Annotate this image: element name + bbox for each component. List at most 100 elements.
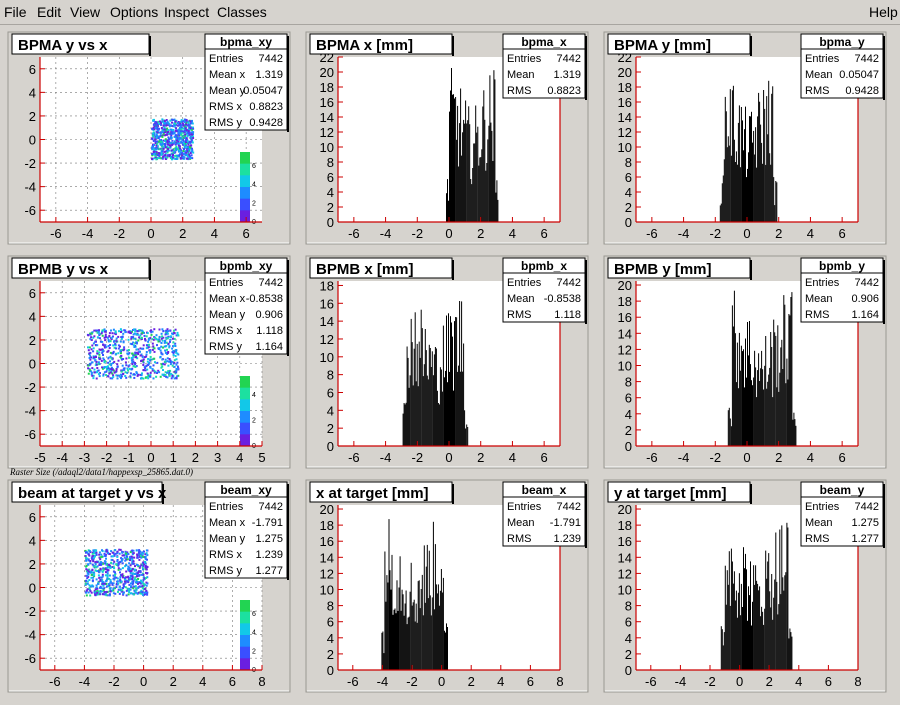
histogram-bar xyxy=(744,387,745,446)
heatmap-cell xyxy=(111,352,113,355)
histogram-bar xyxy=(787,527,789,670)
heatmap-cell xyxy=(160,152,163,155)
heatmap-cell xyxy=(135,332,138,335)
heatmap-cell xyxy=(149,371,152,374)
heatmap-cell xyxy=(175,134,178,137)
heatmap-cell xyxy=(178,150,180,153)
y-tick-label: 12 xyxy=(618,342,632,357)
palette-tick-label: 2 xyxy=(252,200,256,207)
heatmap-cell xyxy=(191,133,194,136)
heatmap-cell xyxy=(127,569,130,572)
heatmap-cell xyxy=(160,332,163,335)
heatmap-cell xyxy=(107,563,110,566)
histogram-bar xyxy=(424,602,426,670)
heatmap-cell xyxy=(145,355,148,358)
menu-file[interactable]: File xyxy=(4,4,27,20)
heatmap-cell xyxy=(117,562,120,565)
heatmap-cell xyxy=(89,560,92,562)
y-tick-label: -4 xyxy=(24,628,36,643)
heatmap-cell xyxy=(114,330,117,333)
heatmap-cell xyxy=(89,338,92,341)
y-tick-label: 0 xyxy=(29,357,36,372)
y-tick-label: 6 xyxy=(327,615,334,630)
histogram-bar xyxy=(732,85,734,222)
stat-value: 0.8823 xyxy=(547,85,581,97)
heatmap-cell xyxy=(191,122,194,125)
heatmap-cell xyxy=(187,131,190,134)
histogram-bar xyxy=(759,381,761,446)
heatmap-cell xyxy=(141,562,144,565)
histogram-bar xyxy=(722,645,724,670)
heatmap-cell xyxy=(104,344,107,347)
histogram-bars xyxy=(727,290,797,446)
y-tick-label: -2 xyxy=(24,156,36,171)
heatmap-cell xyxy=(156,129,159,132)
heatmap-cell xyxy=(134,366,137,368)
menu-options[interactable]: Options xyxy=(110,4,159,20)
histogram-bar xyxy=(446,623,447,670)
heatmap-cell xyxy=(129,570,132,573)
heatmap-cell xyxy=(93,357,96,360)
histogram-bar xyxy=(740,107,742,222)
histogram-bar xyxy=(744,568,745,670)
heatmap-cell xyxy=(97,363,100,366)
menu-edit[interactable]: Edit xyxy=(37,4,62,20)
heatmap-cell xyxy=(112,350,115,353)
stat-value: -1.791 xyxy=(550,517,581,529)
heatmap-cell xyxy=(136,330,139,333)
menu-help[interactable]: Help xyxy=(869,4,898,20)
histogram-bar xyxy=(464,410,466,446)
x-tick-label: 0 xyxy=(743,226,750,241)
heatmap-cell xyxy=(177,134,180,137)
pad-title: BPMB y [mm] xyxy=(614,261,712,278)
x-tick-label: 6 xyxy=(541,450,548,465)
histogram-bar xyxy=(764,108,766,222)
histogram-bar xyxy=(483,90,485,222)
histogram-bar xyxy=(761,350,763,446)
histogram-bar xyxy=(765,550,767,670)
heatmap-cell xyxy=(88,568,91,571)
heatmap-cell xyxy=(113,560,116,563)
heatmap-cell xyxy=(128,556,131,559)
menu-view[interactable]: View xyxy=(70,4,101,20)
heatmap-cell xyxy=(94,563,97,566)
histogram-bar xyxy=(439,367,441,446)
heatmap-cell xyxy=(173,118,176,121)
heatmap-cell xyxy=(124,551,127,554)
histogram-bar xyxy=(720,203,722,222)
heatmap-cell xyxy=(96,593,99,596)
histogram-bar xyxy=(788,638,790,670)
heatmap-cell xyxy=(145,552,148,555)
heatmap-cell xyxy=(146,593,149,596)
menu-classes[interactable]: Classes xyxy=(217,4,267,20)
root-canvas[interactable]: Raster Size (/adaql2/data1/happexsp_2586… xyxy=(0,26,900,700)
heatmap-cell xyxy=(161,135,164,138)
histogram-bar xyxy=(768,80,770,222)
heatmap-cell xyxy=(145,549,148,552)
heatmap-cells xyxy=(151,118,195,161)
heatmap-cell xyxy=(91,367,94,370)
heatmap-cell xyxy=(110,555,113,558)
heatmap-cell xyxy=(159,134,162,137)
heatmap-cell xyxy=(90,348,93,351)
heatmap-cell xyxy=(143,588,146,591)
heatmap-cell xyxy=(168,140,170,143)
heatmap-cell xyxy=(164,360,167,363)
heatmap-cell xyxy=(96,561,99,564)
heatmap-cell xyxy=(121,554,124,557)
heatmap-cell xyxy=(129,588,132,591)
heatmap-cell xyxy=(158,335,161,338)
heatmap-cell xyxy=(150,331,153,334)
x-tick-label: 8 xyxy=(258,674,265,689)
menu-inspect[interactable]: Inspect xyxy=(164,4,210,20)
heatmap-cell xyxy=(87,364,90,367)
